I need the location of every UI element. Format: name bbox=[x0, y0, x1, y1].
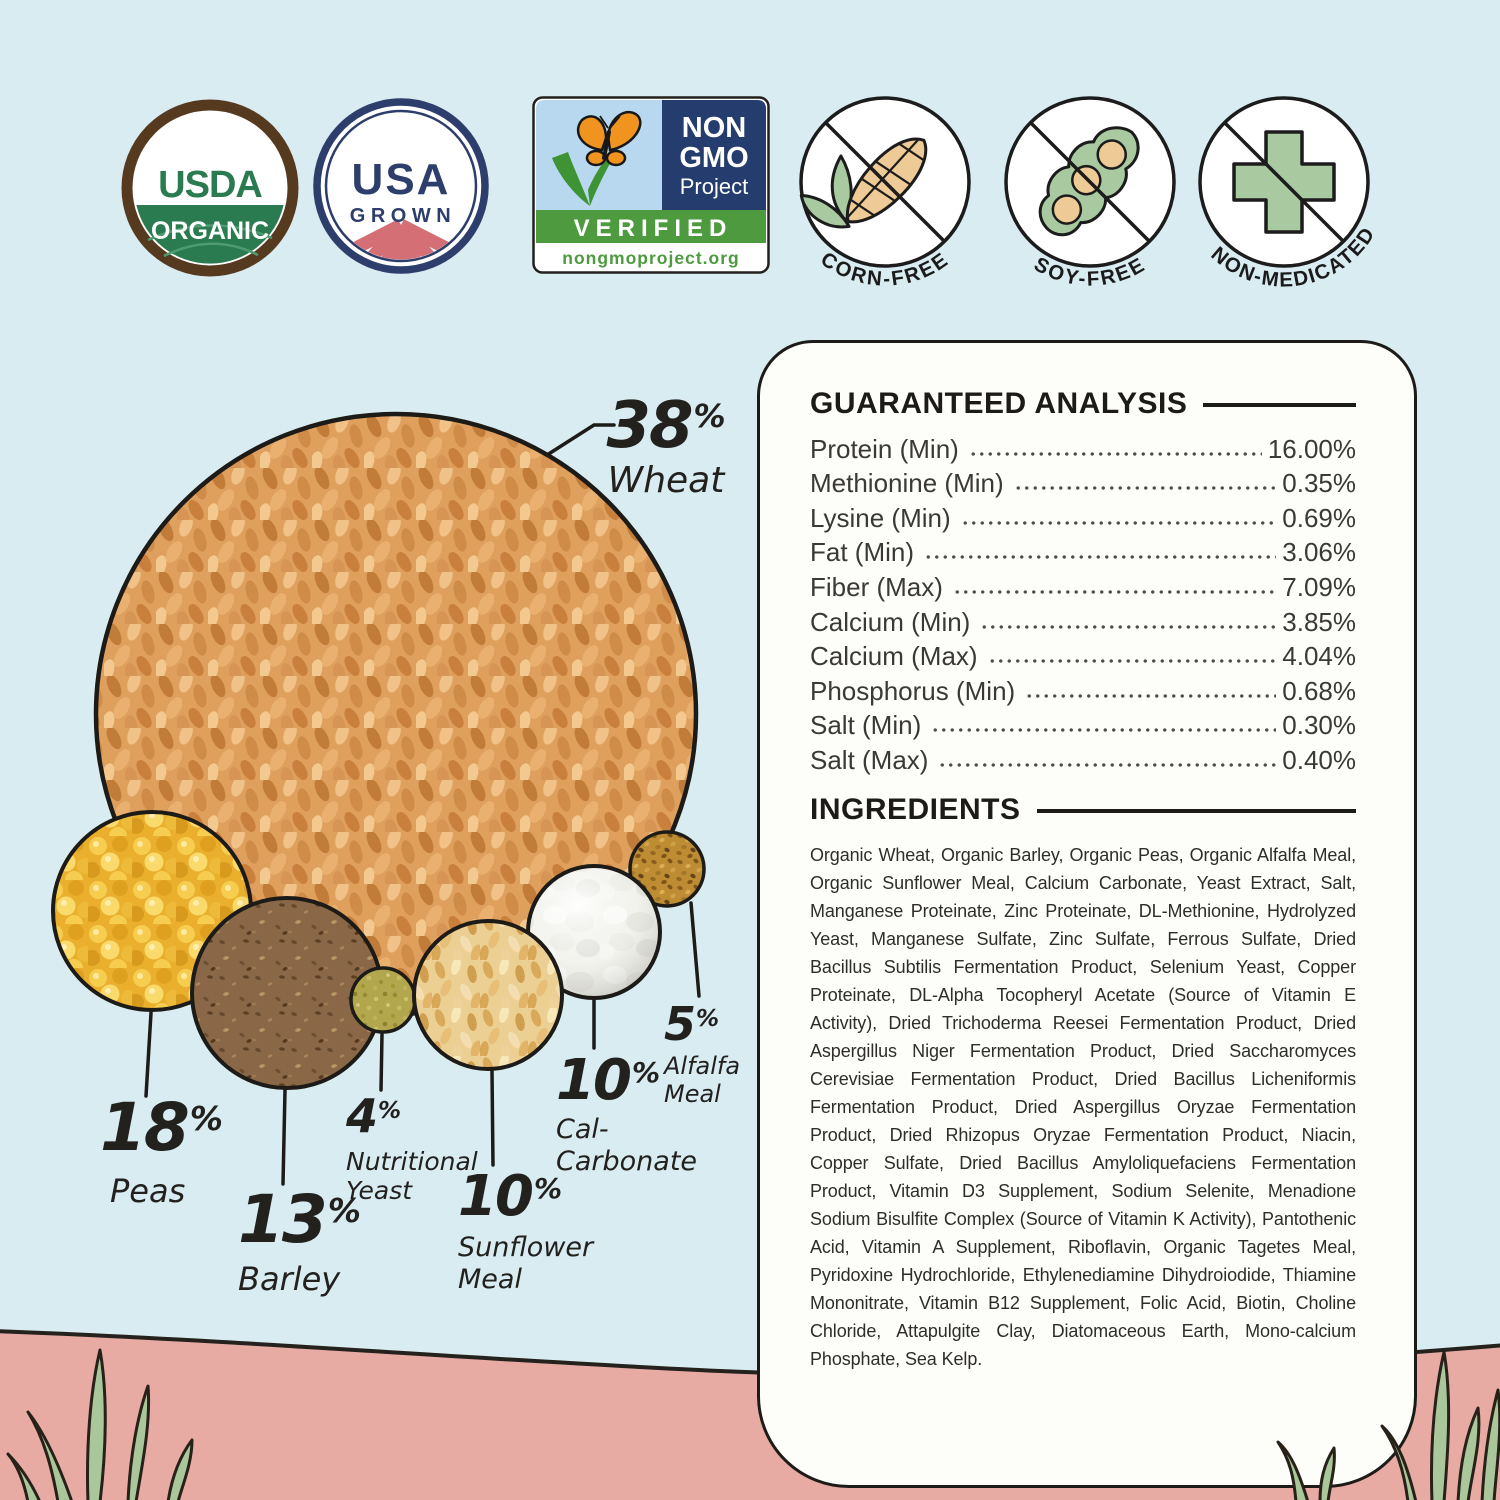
yeast-percent: 4 bbox=[346, 1089, 378, 1143]
slash-line bbox=[824, 121, 946, 243]
usda-text: USDA bbox=[158, 164, 262, 206]
calcarbonate-name: Cal-Carbonate bbox=[556, 1114, 698, 1177]
table-row: Lysine (Min) 0.69% bbox=[810, 496, 1356, 531]
label-cal-carbonate: 10% Cal-Carbonate bbox=[556, 1048, 698, 1177]
table-row: Fiber (Max) 7.09% bbox=[810, 565, 1356, 600]
analysis-panel: GUARANTEED ANALYSIS Protein (Min) 16.00% … bbox=[757, 340, 1417, 1488]
usa-grown-badge: USA GROWN bbox=[313, 98, 489, 274]
dot-leader bbox=[1025, 669, 1277, 704]
dot-leader bbox=[924, 530, 1277, 566]
slash-line bbox=[1029, 121, 1151, 243]
sunflower-percent: 10 bbox=[458, 1164, 534, 1229]
dot-leader bbox=[931, 703, 1277, 739]
table-row: Salt (Min) 0.30% bbox=[810, 703, 1356, 739]
dot-leader bbox=[938, 738, 1277, 773]
label-alfalfa-meal: 5% Alfalfa Meal bbox=[664, 1001, 759, 1109]
table-row: Calcium (Max) 4.04% bbox=[810, 634, 1356, 670]
dot-leader bbox=[960, 496, 1277, 531]
table-row: Protein (Min) 16.00% bbox=[810, 427, 1356, 462]
verified-text: VERIFIED bbox=[574, 215, 733, 242]
guaranteed-analysis-header: GUARANTEED ANALYSIS bbox=[810, 387, 1356, 421]
corn-free-badge: CORN-FREE bbox=[799, 96, 971, 291]
project-text: Project bbox=[680, 174, 748, 199]
alfalfa-percent: 5 bbox=[664, 997, 696, 1051]
label-barley: 13% Barley bbox=[238, 1187, 368, 1299]
table-row: Phosphorus (Min) 0.68% bbox=[810, 669, 1356, 704]
title-rule bbox=[1036, 809, 1356, 813]
label-wheat: 38% Wheat bbox=[596, 394, 736, 501]
dot-leader bbox=[968, 427, 1262, 462]
ingredient-bubble-chart bbox=[51, 411, 706, 1186]
checkmark-grass-icon bbox=[552, 118, 640, 206]
ingredients-title: INGREDIENTS bbox=[810, 793, 1021, 826]
dot-leader bbox=[1013, 461, 1277, 497]
ingredients-header: INGREDIENTS bbox=[810, 793, 1356, 827]
barley-percent: 13 bbox=[238, 1181, 328, 1258]
label-peas: 18% Peas bbox=[100, 1089, 223, 1211]
calcarbonate-percent: 10 bbox=[556, 1048, 632, 1113]
nongmo-url-text: nongmoproject.org bbox=[562, 248, 739, 268]
wheat-percent: 38 bbox=[606, 389, 693, 463]
usda-organic-badge: USDA ORGANIC bbox=[121, 99, 299, 277]
soy-free-badge: SOY-FREE bbox=[1004, 96, 1176, 291]
alfalfa-name: Alfalfa Meal bbox=[664, 1052, 741, 1109]
gmo-text: GMO bbox=[679, 142, 748, 174]
barley-name: Barley bbox=[238, 1260, 341, 1299]
non-text: NON bbox=[682, 112, 746, 144]
peas-name: Peas bbox=[110, 1172, 186, 1211]
table-row: Methionine (Min) 0.35% bbox=[810, 461, 1356, 497]
bubble-sunflower-meal bbox=[412, 919, 564, 1071]
leader-lines bbox=[144, 423, 701, 1186]
table-row: Salt (Max) 0.40% bbox=[810, 738, 1356, 773]
yeast-name: Nutritional Yeast bbox=[346, 1147, 478, 1206]
sunflower-name: Sunflower Meal bbox=[458, 1232, 594, 1295]
guaranteed-analysis-table: Protein (Min) 16.00% Methionine (Min) 0.35… bbox=[810, 427, 1356, 773]
table-row: Calcium (Min) 3.85% bbox=[810, 599, 1356, 635]
table-row: Fat (Min) 3.06% bbox=[810, 530, 1356, 566]
non-gmo-project-badge: NON GMO Project VERIFIED nongmoproject.o… bbox=[532, 96, 770, 274]
title-rule bbox=[1203, 403, 1356, 407]
bubble-cal-carbonate bbox=[526, 864, 662, 1000]
grown-text: GROWN bbox=[350, 205, 456, 227]
dot-leader bbox=[987, 634, 1277, 670]
label-nutritional-yeast: 4% Nutritional Yeast bbox=[346, 1093, 486, 1206]
peas-percent: 18 bbox=[100, 1089, 190, 1166]
usda-organic-text: ORGANIC bbox=[151, 217, 269, 245]
wheat-name: Wheat bbox=[607, 459, 725, 501]
slash-line bbox=[1223, 121, 1345, 243]
usa-text: USA bbox=[352, 155, 451, 204]
bubble-alfalfa-meal bbox=[628, 830, 706, 908]
butterfly-icon bbox=[576, 110, 642, 167]
label-sunflower-meal: 10% Sunflower Meal bbox=[458, 1164, 594, 1295]
ingredients-text: Organic Wheat, Organic Barley, Organic P… bbox=[810, 845, 1356, 1369]
dot-leader bbox=[980, 599, 1277, 635]
guaranteed-analysis-title: GUARANTEED ANALYSIS bbox=[810, 387, 1188, 420]
dot-leader bbox=[952, 565, 1277, 600]
non-medicated-badge: NON-MEDICATED bbox=[1198, 96, 1378, 292]
